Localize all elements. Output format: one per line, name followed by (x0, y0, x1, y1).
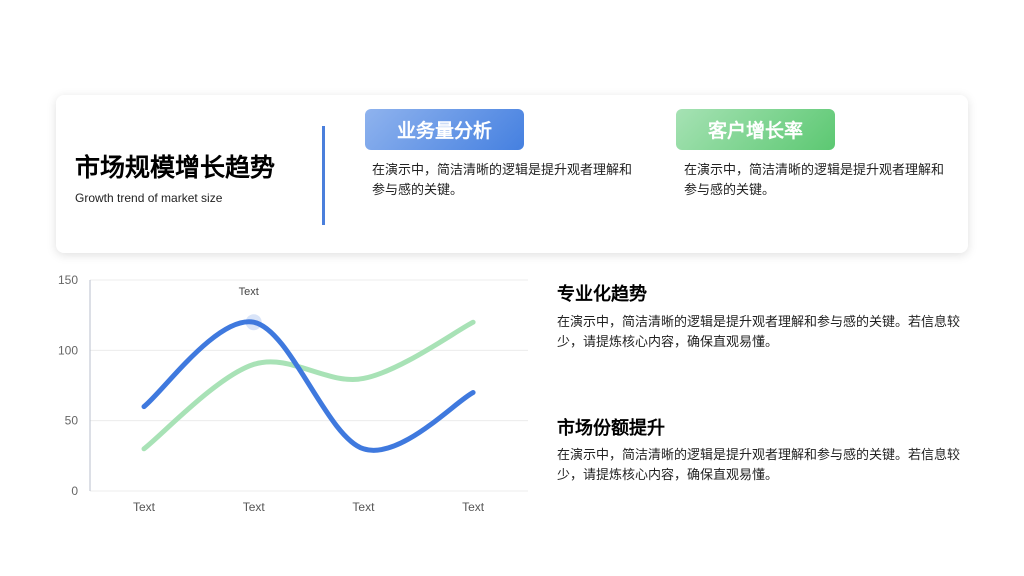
point-annotation: Text (239, 286, 259, 298)
x-tick-label: Text (133, 500, 156, 514)
page-title: 市场规模增长趋势 (75, 154, 276, 182)
x-tick-label: Text (243, 500, 266, 514)
divider (322, 126, 325, 225)
point-title: 专业化趋势 (557, 284, 647, 304)
highlight-point (245, 314, 262, 331)
point-text: 在演示中，简洁清晰的逻辑是提升观者理解和参与感的关键。若信息较少，请提炼核心内容… (557, 314, 961, 349)
badge-customer-growth: 客户增长率 (676, 109, 835, 150)
point-title: 市场份额提升 (557, 418, 665, 438)
y-tick-label: 0 (71, 484, 78, 498)
series-line-2 (141, 319, 476, 452)
point-text: 在演示中，简洁清晰的逻辑是提升观者理解和参与感的关键。若信息较少，请提炼核心内容… (557, 447, 961, 482)
card-description: 在演示中，简洁清晰的逻辑是提升观者理解和参与感的关键。 (372, 162, 633, 197)
card-description: 在演示中，简洁清晰的逻辑是提升观者理解和参与感的关键。 (684, 162, 945, 197)
page-subtitle: Growth trend of market size (75, 191, 223, 205)
series-line-1 (141, 319, 476, 453)
x-tick-label: Text (352, 500, 375, 514)
x-tick-label: Text (462, 500, 485, 514)
y-tick-label: 150 (58, 273, 78, 287)
y-tick-label: 100 (58, 343, 78, 357)
badge-business-volume: 业务量分析 (365, 109, 524, 150)
y-tick-label: 50 (65, 414, 79, 428)
